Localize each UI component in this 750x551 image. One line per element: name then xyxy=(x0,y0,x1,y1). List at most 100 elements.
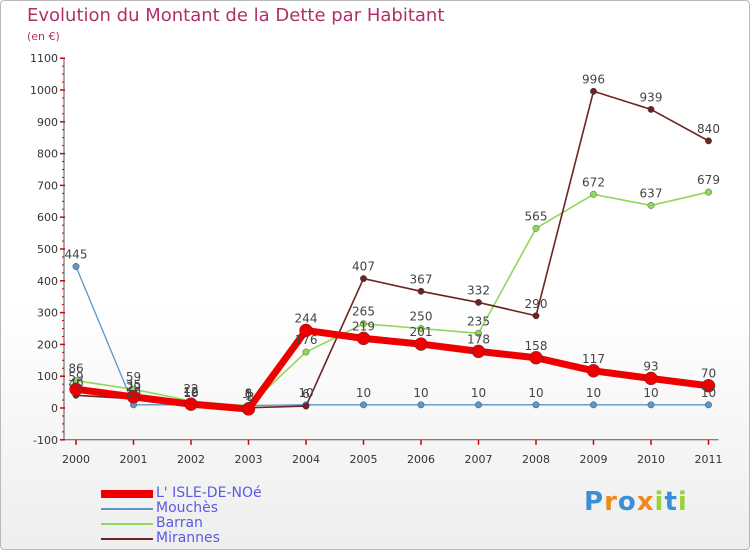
data-point-l-isle-de-no xyxy=(414,337,428,351)
y-tick-label: 100 xyxy=(37,370,58,383)
legend-swatch xyxy=(101,523,153,525)
data-label-mirannes: 407 xyxy=(352,260,375,274)
data-point-mirannes xyxy=(417,287,425,295)
data-label-l-isle-de-no: 158 xyxy=(525,339,548,353)
data-point-mirannes xyxy=(647,105,655,113)
data-label-l-isle-de-no: 219 xyxy=(352,319,375,333)
series-line-mouch-s xyxy=(75,266,709,407)
y-tick-label: -100 xyxy=(33,434,58,447)
data-label-mirannes: 29 xyxy=(126,380,141,394)
data-label-mouch-s: 8 xyxy=(245,386,253,400)
data-point-l-isle-de-no xyxy=(184,397,198,411)
y-tick-label: 500 xyxy=(37,243,58,256)
data-point-barran xyxy=(590,190,597,198)
data-point-mirannes xyxy=(302,402,310,410)
y-tick-label: 800 xyxy=(37,148,58,161)
logo-letter: P xyxy=(584,487,605,517)
legend-label: L' ISLE-DE-NOé xyxy=(156,485,262,501)
legend-label: Mirannes xyxy=(156,530,220,546)
data-point-barran xyxy=(475,329,482,337)
x-tick-label: 2004 xyxy=(292,453,320,466)
x-tick-label: 2001 xyxy=(120,453,148,466)
legend-swatch xyxy=(101,508,153,510)
y-tick-label: 700 xyxy=(37,179,58,192)
legend-swatch xyxy=(101,490,153,498)
data-label-mirannes: 6 xyxy=(302,387,310,401)
data-point-barran xyxy=(360,320,367,328)
data-point-barran xyxy=(647,202,655,209)
logo-letter: t xyxy=(664,487,678,517)
data-label-l-isle-de-no: 117 xyxy=(582,352,605,366)
data-label-mirannes: 1 xyxy=(245,389,253,403)
data-point-barran xyxy=(705,188,712,196)
data-label-barran: 59 xyxy=(126,370,141,384)
y-tick-label: 0 xyxy=(51,402,58,415)
data-label-mouch-s: 10 xyxy=(701,386,716,400)
data-point-mouch-s xyxy=(72,263,80,270)
data-label-barran: 265 xyxy=(352,305,375,319)
data-label-mouch-s: 10 xyxy=(183,386,198,400)
data-point-mouch-s xyxy=(532,401,540,409)
data-label-mirannes: 367 xyxy=(410,272,433,286)
data-label-l-isle-de-no: 244 xyxy=(295,311,318,325)
y-tick-label: 400 xyxy=(37,275,58,288)
x-tick-label: 2003 xyxy=(235,453,263,466)
logo-letter: i xyxy=(677,487,688,517)
data-label-barran: 235 xyxy=(467,314,490,328)
x-tick-label: 2000 xyxy=(62,453,90,466)
series-line-l-isle-de-no xyxy=(75,326,709,413)
series-line-mirannes xyxy=(75,90,709,409)
data-point-l-isle-de-no xyxy=(356,331,371,346)
data-point-mouch-s xyxy=(705,401,712,409)
data-point-mouch-s xyxy=(360,401,367,409)
data-label-mouch-s: 10 xyxy=(586,386,601,400)
data-label-l-isle-de-no: 35 xyxy=(126,378,141,392)
x-tick-label: 2002 xyxy=(177,453,205,466)
data-label-mouch-s: 10 xyxy=(643,386,658,400)
logo-letter: x xyxy=(636,487,655,517)
data-label-mouch-s: 10 xyxy=(298,386,313,400)
y-tick-label: 600 xyxy=(37,211,58,224)
data-point-l-isle-de-no xyxy=(529,351,543,365)
logo-letter: r xyxy=(604,487,618,517)
data-point-mouch-s xyxy=(475,401,482,409)
chart-title: Evolution du Montant de la Dette par Hab… xyxy=(27,5,445,26)
data-point-barran xyxy=(417,325,425,332)
data-label-barran: 565 xyxy=(525,209,548,223)
data-label-barran: 176 xyxy=(295,333,318,347)
data-label-mouch-s: 10 xyxy=(413,386,428,400)
y-unit-label: (en €) xyxy=(27,30,60,43)
data-label-barran: 6 xyxy=(245,387,253,401)
data-label-mouch-s: 10 xyxy=(471,386,486,400)
logo-letter: i xyxy=(654,487,665,517)
x-tick-label: 2010 xyxy=(637,453,665,466)
y-tick-label: 1100 xyxy=(30,52,58,65)
data-label-mirannes: 10 xyxy=(183,386,198,400)
x-tick-label: 2007 xyxy=(465,453,493,466)
data-label-l-isle-de-no: 59 xyxy=(68,370,83,384)
data-label-mirannes: 290 xyxy=(525,297,548,311)
data-point-l-isle-de-no xyxy=(701,379,716,393)
data-label-mouch-s: 445 xyxy=(65,247,88,261)
data-label-l-isle-de-no: 70 xyxy=(701,367,716,381)
proxiti-logo: Proxiti xyxy=(584,487,688,517)
legend-label: Barran xyxy=(156,515,203,531)
data-point-l-isle-de-no xyxy=(586,364,601,378)
data-label-mirannes: 996 xyxy=(582,72,605,86)
data-label-barran: 637 xyxy=(640,186,663,200)
data-label-mouch-s: 10 xyxy=(356,386,371,400)
logo-letter: o xyxy=(617,487,637,517)
y-tick-label: 300 xyxy=(37,307,58,320)
y-tick-label: 900 xyxy=(37,116,58,129)
data-label-mirannes: 40 xyxy=(68,376,83,390)
data-point-l-isle-de-no xyxy=(126,390,141,404)
data-point-mirannes xyxy=(532,312,540,320)
data-label-mouch-s: 10 xyxy=(528,386,543,400)
x-tick-label: 2006 xyxy=(407,453,435,466)
data-label-mirannes: 840 xyxy=(697,122,720,136)
data-point-l-isle-de-no xyxy=(471,344,486,359)
data-point-mirannes xyxy=(475,299,482,306)
data-point-barran xyxy=(302,348,310,356)
x-tick-label: 2011 xyxy=(695,453,723,466)
